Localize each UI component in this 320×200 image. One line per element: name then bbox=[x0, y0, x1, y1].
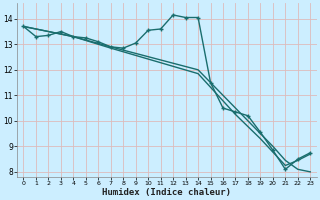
X-axis label: Humidex (Indice chaleur): Humidex (Indice chaleur) bbox=[102, 188, 231, 197]
